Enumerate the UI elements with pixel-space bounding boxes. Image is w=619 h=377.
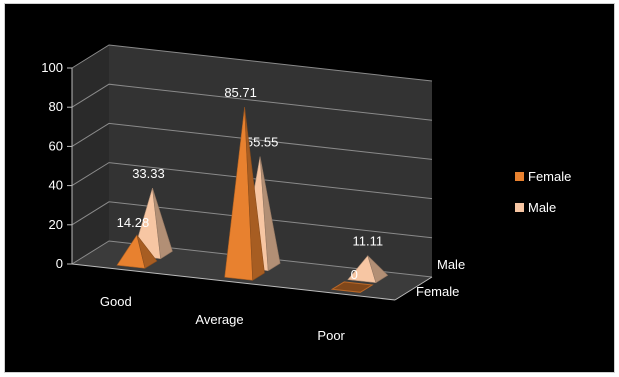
y-tick-label: 0 [56,256,63,271]
category-label: Poor [317,328,345,343]
bar-pyramid-side-face [259,156,281,272]
legend-label: Female [528,169,571,184]
bar-pyramid-side-face [152,188,173,260]
depth-axis-line [394,276,433,301]
data-label: 11.11 [353,234,384,249]
back-wall [109,45,432,277]
data-label: 0 [351,267,358,282]
gridline [71,162,433,200]
x-axis-line [71,263,396,301]
side-wall [72,45,109,264]
category-label: Average [195,312,243,327]
gridline [71,240,433,278]
data-label: 14.28 [117,215,150,230]
series-axis-label: Male [437,257,465,272]
bar-pyramid-side-face [136,234,158,269]
y-tick-label: 80 [49,99,63,114]
gridline [71,201,433,239]
y-tick-label: 60 [49,138,63,153]
gridline [71,83,433,121]
legend-label: Male [528,200,556,215]
data-label: 33.33 [132,166,165,181]
bar-pyramid-side-face [244,107,265,281]
bar-pyramid-side-face [367,255,389,284]
series-axis-label: Female [416,284,459,299]
y-tick-label: 40 [49,178,63,193]
legend-swatch [515,203,524,212]
gridline [71,44,433,82]
data-label: 85.71 [224,85,257,100]
y-tick-label: 20 [49,217,63,232]
category-label: Good [100,294,132,309]
y-tick-label: 100 [41,60,63,75]
gridline [71,122,433,160]
bar-pyramid-base [330,281,374,293]
data-label: 55.55 [246,135,279,150]
legend-swatch [515,172,524,181]
